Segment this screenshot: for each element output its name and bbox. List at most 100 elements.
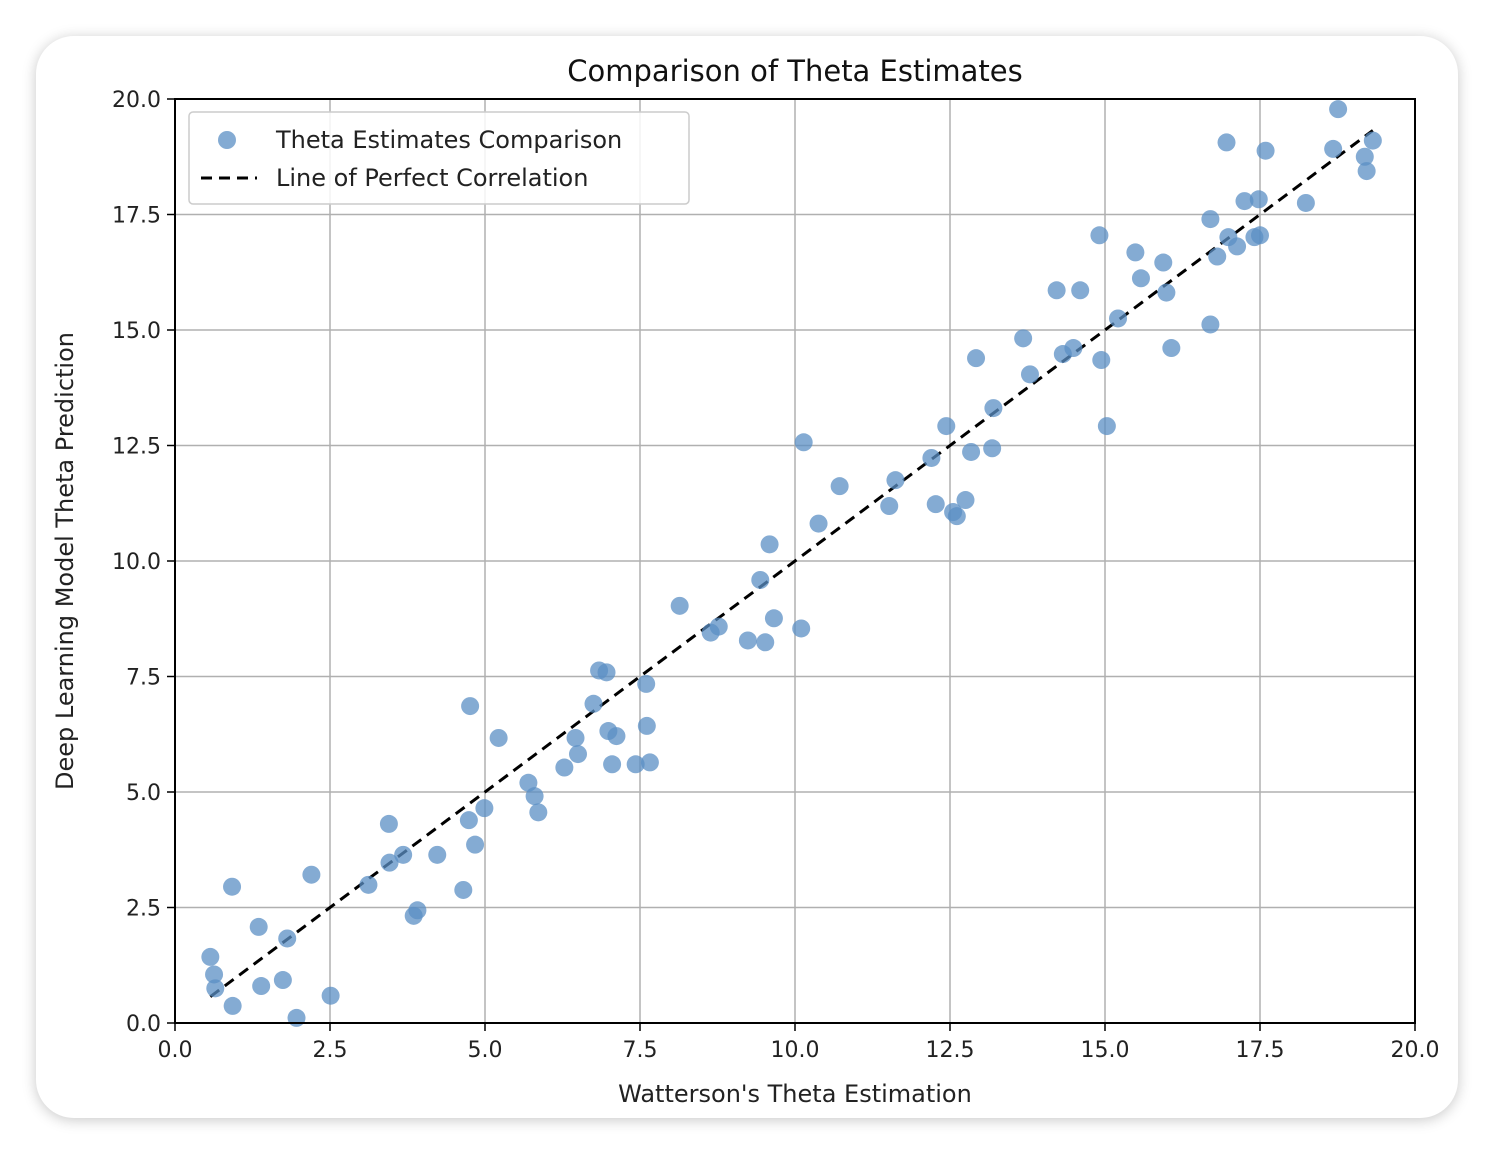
scatter-point xyxy=(830,477,849,496)
scatter-point xyxy=(1296,193,1315,212)
scatter-point xyxy=(637,716,656,735)
legend-box xyxy=(188,111,690,205)
scatter-point xyxy=(1329,100,1348,119)
scatter-point xyxy=(569,745,587,764)
scatter-point xyxy=(756,633,775,652)
scatter-point xyxy=(1157,283,1176,302)
y-tick-label: 0.0 xyxy=(126,1012,161,1037)
scatter-point xyxy=(1235,192,1254,211)
scatter-point xyxy=(1357,162,1376,181)
y-tick-label: 20.0 xyxy=(112,88,161,113)
y-tick-label: 17.5 xyxy=(112,204,161,229)
scatter-point xyxy=(1097,417,1116,436)
scatter-point xyxy=(380,853,399,872)
scatter-point xyxy=(529,803,548,822)
y-tick-label: 7.5 xyxy=(126,666,161,691)
legend-label-scatter: Theta Estimates Comparison xyxy=(275,126,622,154)
scatter-point xyxy=(519,773,538,792)
scatter-point xyxy=(670,596,689,615)
scatter-point xyxy=(794,433,813,452)
scatter-point xyxy=(1020,365,1039,384)
axis-ticks: 0.0 2.5 5.0 7.5 10.0 12.5 15.0 17.5 20.0 0.0 2.5 5.… xyxy=(112,88,1439,1063)
scatter-chart: 0.0 2.5 5.0 7.5 10.0 12.5 15.0 17.5 20.0 0.0 2.5 5.… xyxy=(51,54,1439,1108)
y-tick-label: 12.5 xyxy=(112,435,161,460)
scatter-point xyxy=(1201,315,1220,334)
scatter-point xyxy=(922,448,941,467)
scatter-point xyxy=(597,663,616,682)
scatter-point xyxy=(738,631,757,650)
scatter-point xyxy=(1014,329,1033,348)
scatter-point xyxy=(1092,351,1111,370)
x-tick-label: 0.0 xyxy=(158,1038,193,1063)
scatter-point xyxy=(428,845,447,864)
scatter-point xyxy=(637,674,656,693)
scatter-point xyxy=(459,811,478,830)
scatter-point xyxy=(1071,281,1090,300)
scatter-point xyxy=(379,814,398,833)
scatter-point xyxy=(880,497,899,516)
x-tick-label: 17.5 xyxy=(1236,1038,1285,1063)
scatter-point xyxy=(640,753,659,772)
scatter-point xyxy=(201,947,220,966)
scatter-point xyxy=(1228,237,1247,256)
scatter-point xyxy=(302,865,321,884)
scatter-point xyxy=(947,507,966,526)
scatter-point xyxy=(489,728,508,747)
scatter-point xyxy=(1208,247,1227,266)
scatter-point xyxy=(1251,226,1269,245)
scatter-point xyxy=(764,609,783,628)
y-tick-label: 15.0 xyxy=(112,319,161,344)
scatter-point xyxy=(252,977,271,996)
scatter-point xyxy=(273,971,292,990)
scatter-point xyxy=(1064,339,1083,358)
scatter-point xyxy=(1256,141,1275,160)
scatter-point xyxy=(566,728,585,747)
x-tick-label: 12.5 xyxy=(926,1038,975,1063)
scatter-point xyxy=(223,996,242,1015)
scatter-point xyxy=(278,929,297,948)
scatter-point xyxy=(1126,243,1145,262)
x-tick-label: 5.0 xyxy=(468,1038,503,1063)
chart-window: 0.0 2.5 5.0 7.5 10.0 12.5 15.0 17.5 20.0 0.0 2.5 5.… xyxy=(36,36,1458,1118)
scatter-point xyxy=(1109,309,1128,328)
y-tick-label: 5.0 xyxy=(126,781,161,806)
x-axis-label: Watterson's Theta Estimation xyxy=(618,1080,972,1108)
scatter-point xyxy=(983,439,1002,458)
scatter-point xyxy=(584,694,603,713)
scatter-point xyxy=(359,875,378,894)
scatter-point xyxy=(984,399,1003,418)
scatter-point xyxy=(223,877,242,896)
x-tick-label: 15.0 xyxy=(1081,1038,1130,1063)
scatter-point xyxy=(287,1008,306,1027)
scatter-point xyxy=(709,617,728,636)
scatter-point xyxy=(886,471,905,490)
scatter-point xyxy=(394,845,413,864)
scatter-point xyxy=(475,799,494,818)
scatter-point xyxy=(206,979,225,998)
scatter-point xyxy=(967,349,986,368)
scatter-point xyxy=(249,917,268,936)
y-axis-label: Deep Learning Model Theta Prediction xyxy=(51,332,79,790)
scatter-point xyxy=(1363,131,1382,150)
x-tick-label: 7.5 xyxy=(623,1038,658,1063)
scatter-point xyxy=(937,417,956,436)
scatter-point xyxy=(962,442,981,461)
scatter-point xyxy=(1217,133,1236,152)
scatter-point xyxy=(1090,226,1109,245)
scatter-point xyxy=(792,619,811,638)
scatter-point xyxy=(461,697,480,716)
scatter-point xyxy=(603,755,622,774)
scatter-point xyxy=(525,787,544,806)
scatter-point xyxy=(760,535,779,554)
scatter-point xyxy=(1047,281,1066,300)
scatter-point xyxy=(956,491,975,510)
scatter-point xyxy=(408,901,427,920)
scatter-point xyxy=(205,965,224,984)
scatter-point xyxy=(751,570,770,589)
scatter-point xyxy=(454,880,473,899)
scatter-point xyxy=(1249,190,1268,209)
scatter-point xyxy=(555,758,574,777)
scatter-point xyxy=(1355,147,1374,166)
legend-marker-scatter xyxy=(218,131,236,149)
scatter-point xyxy=(321,986,340,1005)
